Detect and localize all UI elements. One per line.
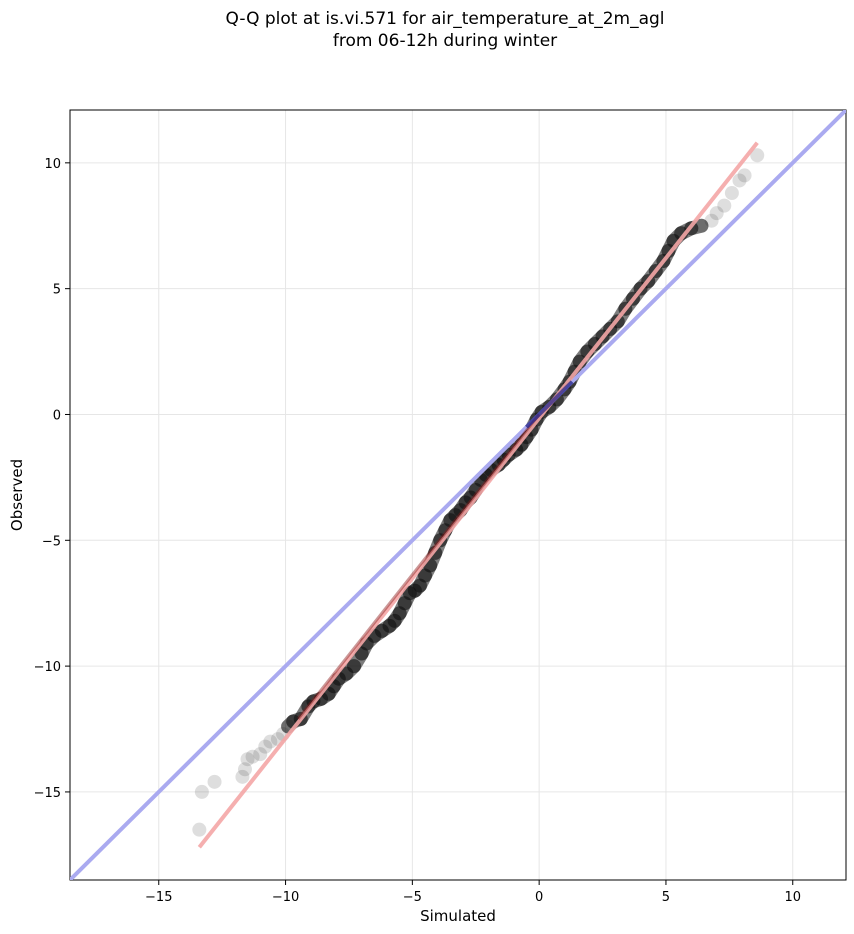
chart-title: Q-Q plot at is.vi.571 for air_temperatur… (0, 8, 854, 52)
y-tick-label: 5 (53, 283, 61, 298)
identity-line (70, 110, 846, 880)
qq-point (709, 206, 724, 221)
y-tick-label: −15 (34, 786, 61, 801)
x-tick-label: −10 (272, 890, 299, 905)
x-tick-label: −5 (403, 890, 422, 905)
y-tick-label: 10 (44, 157, 61, 172)
qq-point (207, 774, 222, 789)
qq-point (194, 784, 209, 799)
qq-point (258, 739, 273, 754)
chart-title-line-1: Q-Q plot at is.vi.571 for air_temperatur… (225, 9, 665, 29)
identity-line-overlay (525, 380, 574, 429)
qq-point (737, 168, 752, 183)
qq-point (240, 752, 255, 767)
qq-point (724, 186, 739, 201)
x-tick-label: 5 (662, 890, 670, 905)
x-tick-label: 10 (784, 890, 801, 905)
plot-frame (69, 109, 847, 881)
qq-point (263, 734, 278, 749)
qq-point (192, 822, 207, 837)
y-tick-label: −5 (42, 534, 61, 549)
gridlines (70, 110, 846, 880)
qq-point (717, 198, 732, 213)
y-tick-label: −10 (34, 660, 61, 675)
qq-point (245, 749, 260, 764)
qq-point (732, 173, 747, 188)
qq-point (237, 762, 252, 777)
qq-point (750, 148, 765, 163)
x-axis-label: Simulated (420, 907, 496, 925)
fit-line (197, 141, 759, 849)
chart-title-line-2: from 06-12h during winter (332, 31, 558, 51)
qq-point (235, 769, 250, 784)
dense-point-band (684, 218, 709, 236)
qq-point (253, 747, 268, 762)
x-tick-label: −15 (145, 890, 172, 905)
lines (70, 110, 846, 880)
axis-ticks: −15 −10 −5 0 5 10 −15 −10 −5 0 5 10 (34, 157, 801, 905)
y-tick-label: 0 (53, 408, 61, 423)
x-tick-label: 0 (535, 890, 543, 905)
y-axis-label: Observed (8, 459, 26, 531)
fit-line-overlay (297, 413, 541, 720)
